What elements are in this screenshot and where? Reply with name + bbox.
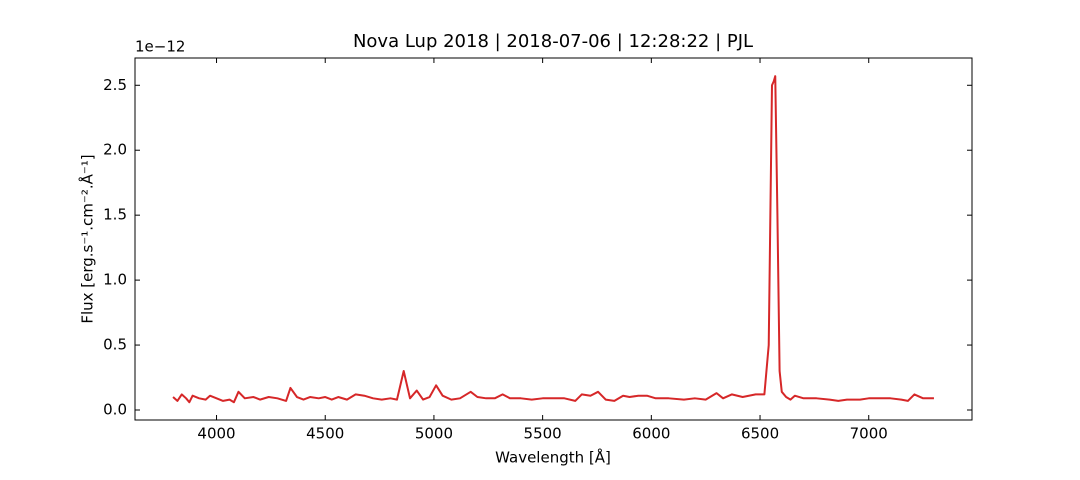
spectrum-line bbox=[172, 75, 934, 404]
x-tick-label: 6500 bbox=[741, 425, 779, 443]
y-axis-label: Flux [erg.s⁻¹.cm⁻².Å⁻¹] bbox=[78, 154, 97, 323]
x-tick-label: 6000 bbox=[632, 425, 670, 443]
plot-frame bbox=[134, 57, 973, 421]
chart-title: Nova Lup 2018 | 2018-07-06 | 12:28:22 | … bbox=[353, 31, 753, 52]
x-tick-label: 7000 bbox=[850, 425, 888, 443]
y-tick-label: 0.5 bbox=[103, 336, 127, 354]
x-axis-label: Wavelength [Å] bbox=[495, 448, 611, 467]
x-tick-label: 4000 bbox=[197, 425, 235, 443]
y-tick-label: 1.0 bbox=[103, 271, 127, 289]
x-tick-label: 5500 bbox=[524, 425, 562, 443]
y-tick-label: 1.5 bbox=[103, 206, 127, 224]
y-offset-label: 1e−12 bbox=[135, 38, 185, 56]
x-tick-label: 5000 bbox=[415, 425, 453, 443]
y-tick-label: 0.0 bbox=[103, 400, 127, 418]
y-tick-label: 2.5 bbox=[103, 76, 127, 94]
y-tick-label: 2.0 bbox=[103, 141, 127, 159]
x-tick-label: 4500 bbox=[306, 425, 344, 443]
